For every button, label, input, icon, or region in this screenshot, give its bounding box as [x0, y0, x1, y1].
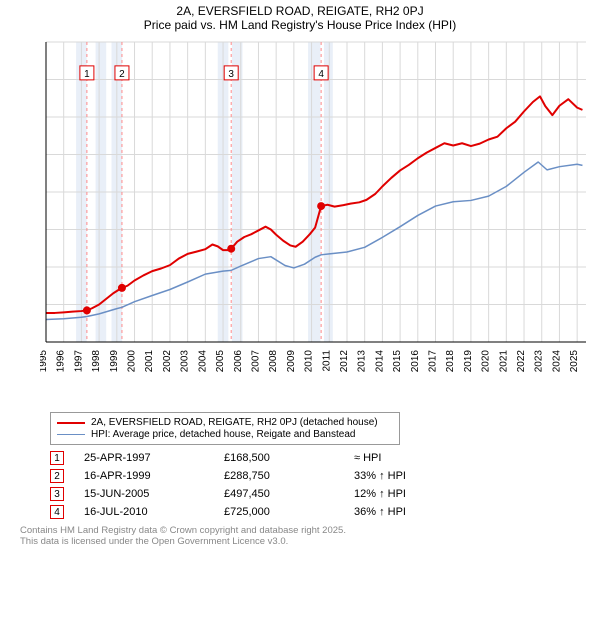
- svg-text:2020: 2020: [481, 350, 492, 373]
- svg-text:2019: 2019: [463, 350, 474, 373]
- svg-text:2010: 2010: [304, 350, 315, 373]
- svg-text:2002: 2002: [162, 350, 173, 373]
- transaction-date: 16-JUL-2010: [84, 506, 204, 518]
- svg-text:2001: 2001: [144, 350, 155, 373]
- svg-text:2021: 2021: [498, 350, 509, 373]
- svg-text:1998: 1998: [91, 350, 102, 373]
- svg-text:1996: 1996: [56, 350, 67, 373]
- svg-text:1995: 1995: [40, 350, 49, 373]
- svg-text:2023: 2023: [534, 350, 545, 373]
- svg-text:2016: 2016: [410, 350, 421, 373]
- svg-text:3: 3: [228, 69, 234, 80]
- transaction-pct: 36% ↑ HPI: [354, 506, 464, 518]
- transaction-marker: 4: [50, 505, 64, 519]
- footer-line2: This data is licensed under the Open Gov…: [20, 536, 600, 547]
- svg-text:2011: 2011: [321, 350, 332, 372]
- legend-swatch: [57, 434, 85, 436]
- svg-text:2007: 2007: [250, 350, 261, 373]
- legend-row: HPI: Average price, detached house, Reig…: [57, 429, 393, 440]
- svg-text:2: 2: [119, 69, 125, 80]
- transaction-table: 1 25-APR-1997 £168,500 ≈ HPI 2 16-APR-1999 £28…: [50, 451, 600, 519]
- svg-text:1999: 1999: [109, 350, 120, 373]
- svg-text:1: 1: [84, 69, 90, 80]
- chart-title-line1: 2A, EVERSFIELD ROAD, REIGATE, RH2 0PJ: [0, 4, 600, 18]
- legend-label: HPI: Average price, detached house, Reig…: [91, 429, 355, 440]
- legend: 2A, EVERSFIELD ROAD, REIGATE, RH2 0PJ (d…: [50, 412, 400, 445]
- transaction-price: £725,000: [224, 506, 334, 518]
- svg-text:2006: 2006: [233, 350, 244, 373]
- footer-line1: Contains HM Land Registry data © Crown c…: [20, 525, 600, 536]
- svg-text:2009: 2009: [286, 350, 297, 373]
- svg-text:2014: 2014: [374, 350, 385, 373]
- svg-text:4: 4: [318, 69, 324, 80]
- svg-text:2004: 2004: [197, 350, 208, 373]
- transaction-marker: 1: [50, 451, 64, 465]
- svg-text:2008: 2008: [268, 350, 279, 373]
- svg-text:2003: 2003: [180, 350, 191, 373]
- legend-swatch: [57, 422, 85, 424]
- transaction-price: £497,450: [224, 488, 334, 500]
- svg-text:2022: 2022: [516, 350, 527, 373]
- table-row: 3 15-JUN-2005 £497,450 12% ↑ HPI: [50, 487, 600, 501]
- transaction-price: £168,500: [224, 452, 334, 464]
- table-row: 4 16-JUL-2010 £725,000 36% ↑ HPI: [50, 505, 600, 519]
- svg-text:1997: 1997: [73, 350, 84, 373]
- transaction-marker: 3: [50, 487, 64, 501]
- svg-text:2017: 2017: [428, 350, 439, 373]
- chart-title-line2: Price paid vs. HM Land Registry's House …: [0, 18, 600, 32]
- table-row: 1 25-APR-1997 £168,500 ≈ HPI: [50, 451, 600, 465]
- transaction-date: 15-JUN-2005: [84, 488, 204, 500]
- transaction-pct: 12% ↑ HPI: [354, 488, 464, 500]
- legend-row: 2A, EVERSFIELD ROAD, REIGATE, RH2 0PJ (d…: [57, 417, 393, 428]
- table-row: 2 16-APR-1999 £288,750 33% ↑ HPI: [50, 469, 600, 483]
- svg-text:2000: 2000: [127, 350, 138, 373]
- svg-text:2013: 2013: [357, 350, 368, 373]
- svg-text:2018: 2018: [445, 350, 456, 373]
- transaction-marker: 2: [50, 469, 64, 483]
- svg-text:2015: 2015: [392, 350, 403, 373]
- transaction-date: 25-APR-1997: [84, 452, 204, 464]
- transaction-pct: 33% ↑ HPI: [354, 470, 464, 482]
- svg-text:2024: 2024: [551, 350, 562, 373]
- legend-label: 2A, EVERSFIELD ROAD, REIGATE, RH2 0PJ (d…: [91, 417, 378, 428]
- price-chart: £0£200K£400K£600K£800K£1M£1.2M£1.4M£1.6M…: [40, 36, 600, 406]
- transaction-date: 16-APR-1999: [84, 470, 204, 482]
- svg-text:2005: 2005: [215, 350, 226, 373]
- svg-text:2012: 2012: [339, 350, 350, 373]
- svg-text:2025: 2025: [569, 350, 580, 373]
- transaction-price: £288,750: [224, 470, 334, 482]
- transaction-pct: ≈ HPI: [354, 452, 464, 464]
